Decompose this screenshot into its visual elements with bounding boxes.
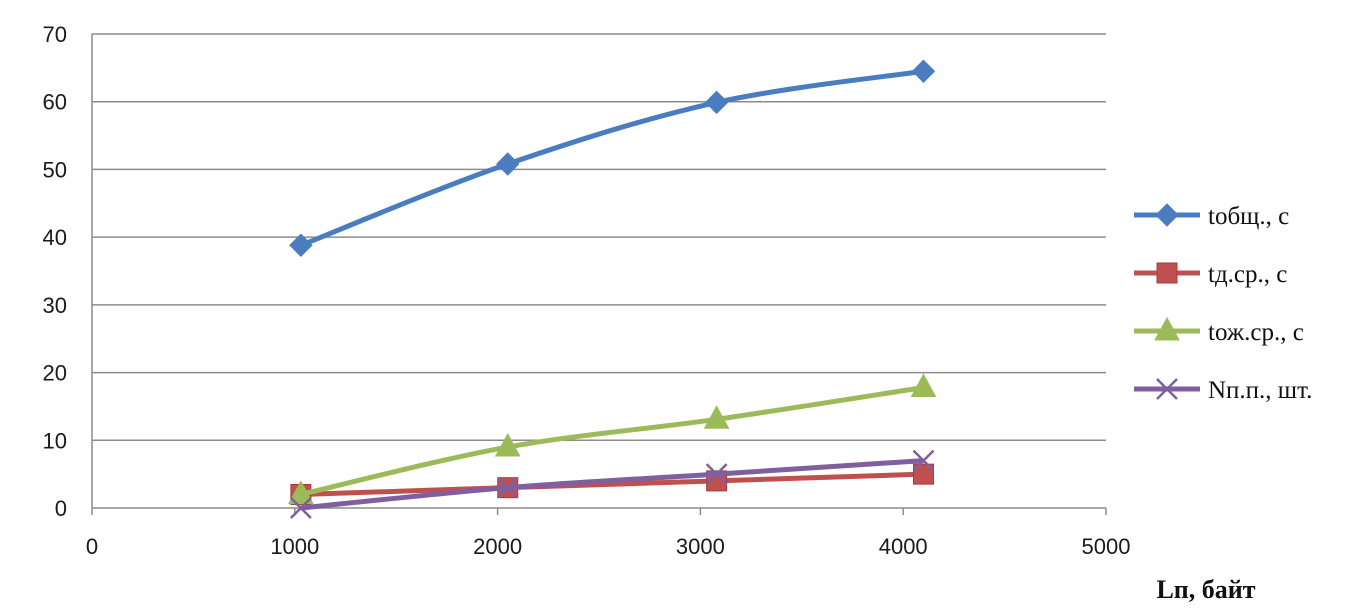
legend-item: tож.ср., с: [1134, 316, 1304, 346]
series-line: [300, 471, 924, 497]
data-point: [289, 233, 313, 257]
x-axis-title: Lп, байт: [1156, 575, 1255, 604]
legend-label: tобщ., с: [1208, 203, 1289, 230]
data-point: [494, 433, 521, 457]
legend-label: tд.ср., с: [1208, 261, 1287, 288]
data-point: [912, 463, 934, 485]
legend-label: tож.ср., с: [1208, 319, 1304, 346]
y-tick-label: 60: [43, 90, 67, 115]
x-tick-label: 3000: [676, 534, 725, 559]
x-tick-label: 1000: [270, 534, 319, 559]
legend-label: Nп.п., шт.: [1208, 377, 1312, 404]
data-point: [704, 90, 729, 115]
legend-marker: [1156, 262, 1178, 284]
legend-item: tобщ., с: [1134, 203, 1289, 230]
y-tick-label: 20: [43, 361, 67, 386]
y-tick-label: 50: [43, 157, 67, 182]
legend-marker: [1154, 316, 1180, 341]
data-point: [912, 449, 935, 472]
x-tick-label: 0: [86, 534, 98, 559]
series-3: [288, 373, 937, 504]
series-line: [299, 68, 924, 248]
gridlines: [92, 33, 1106, 442]
data-point: [911, 59, 936, 83]
x-tick-label: 2000: [473, 534, 522, 559]
y-tick-label: 0: [55, 496, 67, 521]
legend-marker: [1155, 203, 1179, 227]
data-point: [705, 463, 728, 486]
axes: [91, 34, 1107, 515]
x-tick-label: 5000: [1082, 534, 1131, 559]
x-tick-label: 4000: [879, 534, 928, 559]
legend: tобщ., с tд.ср., с tож.ср., с Nп.п., шт.: [1134, 203, 1312, 404]
series-line: [300, 458, 924, 511]
y-tick-label: 10: [43, 428, 67, 453]
y-tick-labels: 0 10 20 30 40 50 60 70: [43, 22, 67, 521]
data-point: [496, 476, 519, 499]
series-lines: [288, 59, 937, 519]
x-tick-labels: 0 1000 2000 3000 4000 5000: [86, 534, 1131, 559]
y-tick-label: 30: [43, 293, 67, 318]
y-tick-label: 70: [43, 22, 67, 47]
data-point: [288, 480, 314, 504]
legend-item: tд.ср., с: [1134, 261, 1287, 288]
series-line: [300, 384, 924, 497]
y-tick-label: 40: [43, 225, 67, 250]
data-point: [910, 373, 937, 397]
data-point: [290, 497, 312, 519]
data-point: [496, 152, 520, 176]
legend-marker: [1156, 378, 1178, 400]
series-4: [290, 449, 935, 519]
legend-item: Nп.п., шт.: [1134, 377, 1312, 404]
data-point: [703, 405, 730, 429]
series-1: [289, 59, 936, 257]
